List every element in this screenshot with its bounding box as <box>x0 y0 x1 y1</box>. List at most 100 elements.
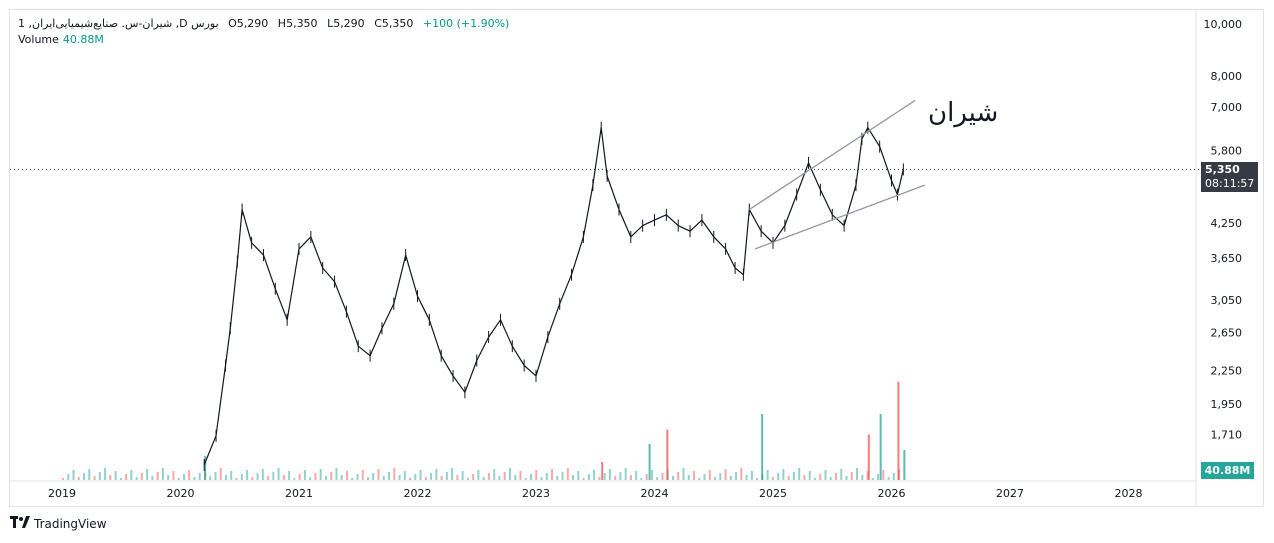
volume-bar <box>256 473 259 480</box>
last-price-badge: 5,350 08:11:57 <box>1201 162 1258 192</box>
volume-bar <box>119 478 122 480</box>
y-tick-label: 7,000 <box>1211 101 1243 114</box>
y-tick-label: 3,050 <box>1211 294 1243 307</box>
volume-badge: 40.88M <box>1201 462 1254 479</box>
volume-spike <box>897 381 900 480</box>
volume-spike <box>867 434 870 480</box>
x-tick-label: 2021 <box>285 487 313 500</box>
volume-bar <box>93 476 96 480</box>
volume-bar <box>524 478 527 480</box>
volume-bar <box>556 476 559 480</box>
volume-bar <box>393 468 396 480</box>
volume-bar <box>403 471 406 480</box>
volume-bar <box>682 468 685 480</box>
volume-bar <box>819 474 822 480</box>
volume-bar <box>661 473 664 480</box>
volume-bar <box>361 470 364 480</box>
volume-bar <box>698 478 701 480</box>
volume-bar <box>540 477 543 480</box>
volume-bar <box>482 477 485 480</box>
volume-bar <box>824 470 827 480</box>
volume-bar <box>708 470 711 480</box>
volume-bar <box>267 476 270 480</box>
volume-bar <box>714 477 717 480</box>
volume-bar <box>451 468 454 480</box>
volume-bar <box>629 475 632 480</box>
volume-bar <box>414 474 417 480</box>
volume-bar <box>435 469 438 480</box>
volume-bar <box>251 477 254 480</box>
volume-bar <box>803 475 806 480</box>
volume-bar <box>792 472 795 480</box>
y-tick-label: 2,650 <box>1211 327 1243 340</box>
volume-bar <box>351 478 354 480</box>
volume-bar <box>813 478 816 480</box>
volume-bar <box>146 469 149 480</box>
volume-bar <box>650 470 653 480</box>
volume-bar <box>593 470 596 480</box>
volume-bar <box>635 471 638 480</box>
volume-spike <box>761 414 764 480</box>
volume-bar <box>508 468 511 480</box>
volume-bar <box>440 476 443 480</box>
low-value: L5,290 <box>327 17 365 30</box>
volume-bar <box>83 473 86 480</box>
brand-name: TradingView <box>34 517 107 531</box>
volume-bar <box>503 472 506 480</box>
volume-bar <box>861 475 864 480</box>
close-value: C5,350 <box>374 17 414 30</box>
volume-bar <box>735 472 738 480</box>
volume-bar <box>230 471 233 480</box>
volume-bar <box>472 474 475 480</box>
volume-bar <box>198 473 201 480</box>
volume-bar <box>850 472 853 480</box>
chart-annotation-text[interactable]: شیران <box>928 98 999 128</box>
volume-bar <box>366 477 369 480</box>
x-tick-label: 2023 <box>522 487 550 500</box>
volume-bar <box>109 475 112 480</box>
volume-bar <box>314 473 317 480</box>
volume-bar <box>356 474 359 480</box>
volume-bar <box>330 472 333 480</box>
x-tick-label: 2022 <box>404 487 432 500</box>
volume-bar <box>377 469 380 480</box>
volume-spike <box>601 462 604 480</box>
volume-bar <box>624 468 627 480</box>
volume-bar <box>388 472 391 480</box>
volume-bar <box>298 474 301 480</box>
volume-bar <box>834 473 837 480</box>
volume-bar <box>572 475 575 480</box>
x-tick-label: 2027 <box>996 487 1024 500</box>
volume-label[interactable]: Volume <box>18 33 59 46</box>
volume-bar <box>535 470 538 480</box>
brand[interactable]: TradingView <box>10 516 107 532</box>
volume-bar <box>566 468 569 480</box>
volume-bar <box>466 478 469 480</box>
volume-bar <box>409 478 412 480</box>
volume-spike <box>648 444 651 480</box>
volume-bar <box>235 478 238 480</box>
volume-bar <box>551 469 554 480</box>
volume-spike <box>903 450 906 480</box>
y-tick-label: 2,250 <box>1211 365 1243 378</box>
volume-bar <box>519 471 522 480</box>
volume-bar <box>246 470 249 480</box>
volume-bar <box>603 473 606 480</box>
symbol-title[interactable]: 1 ,شیران-س. صنایع‌شیمیایی‌ایران ,D بورس <box>18 17 219 30</box>
x-tick-label: 2025 <box>759 487 787 500</box>
volume-bar <box>309 477 312 480</box>
volume-bar <box>303 470 306 480</box>
trend-line <box>748 99 916 211</box>
x-tick-label: 2020 <box>167 487 195 500</box>
volume-bar <box>140 473 143 480</box>
y-tick-label: 8,000 <box>1211 70 1243 83</box>
volume-bar <box>282 475 285 480</box>
volume-bar <box>193 477 196 480</box>
volume-bar <box>687 475 690 480</box>
volume-bar <box>782 469 785 480</box>
volume-bar <box>530 474 533 480</box>
volume-bar <box>719 473 722 480</box>
volume-bar <box>214 472 217 480</box>
volume-bar <box>582 478 585 480</box>
